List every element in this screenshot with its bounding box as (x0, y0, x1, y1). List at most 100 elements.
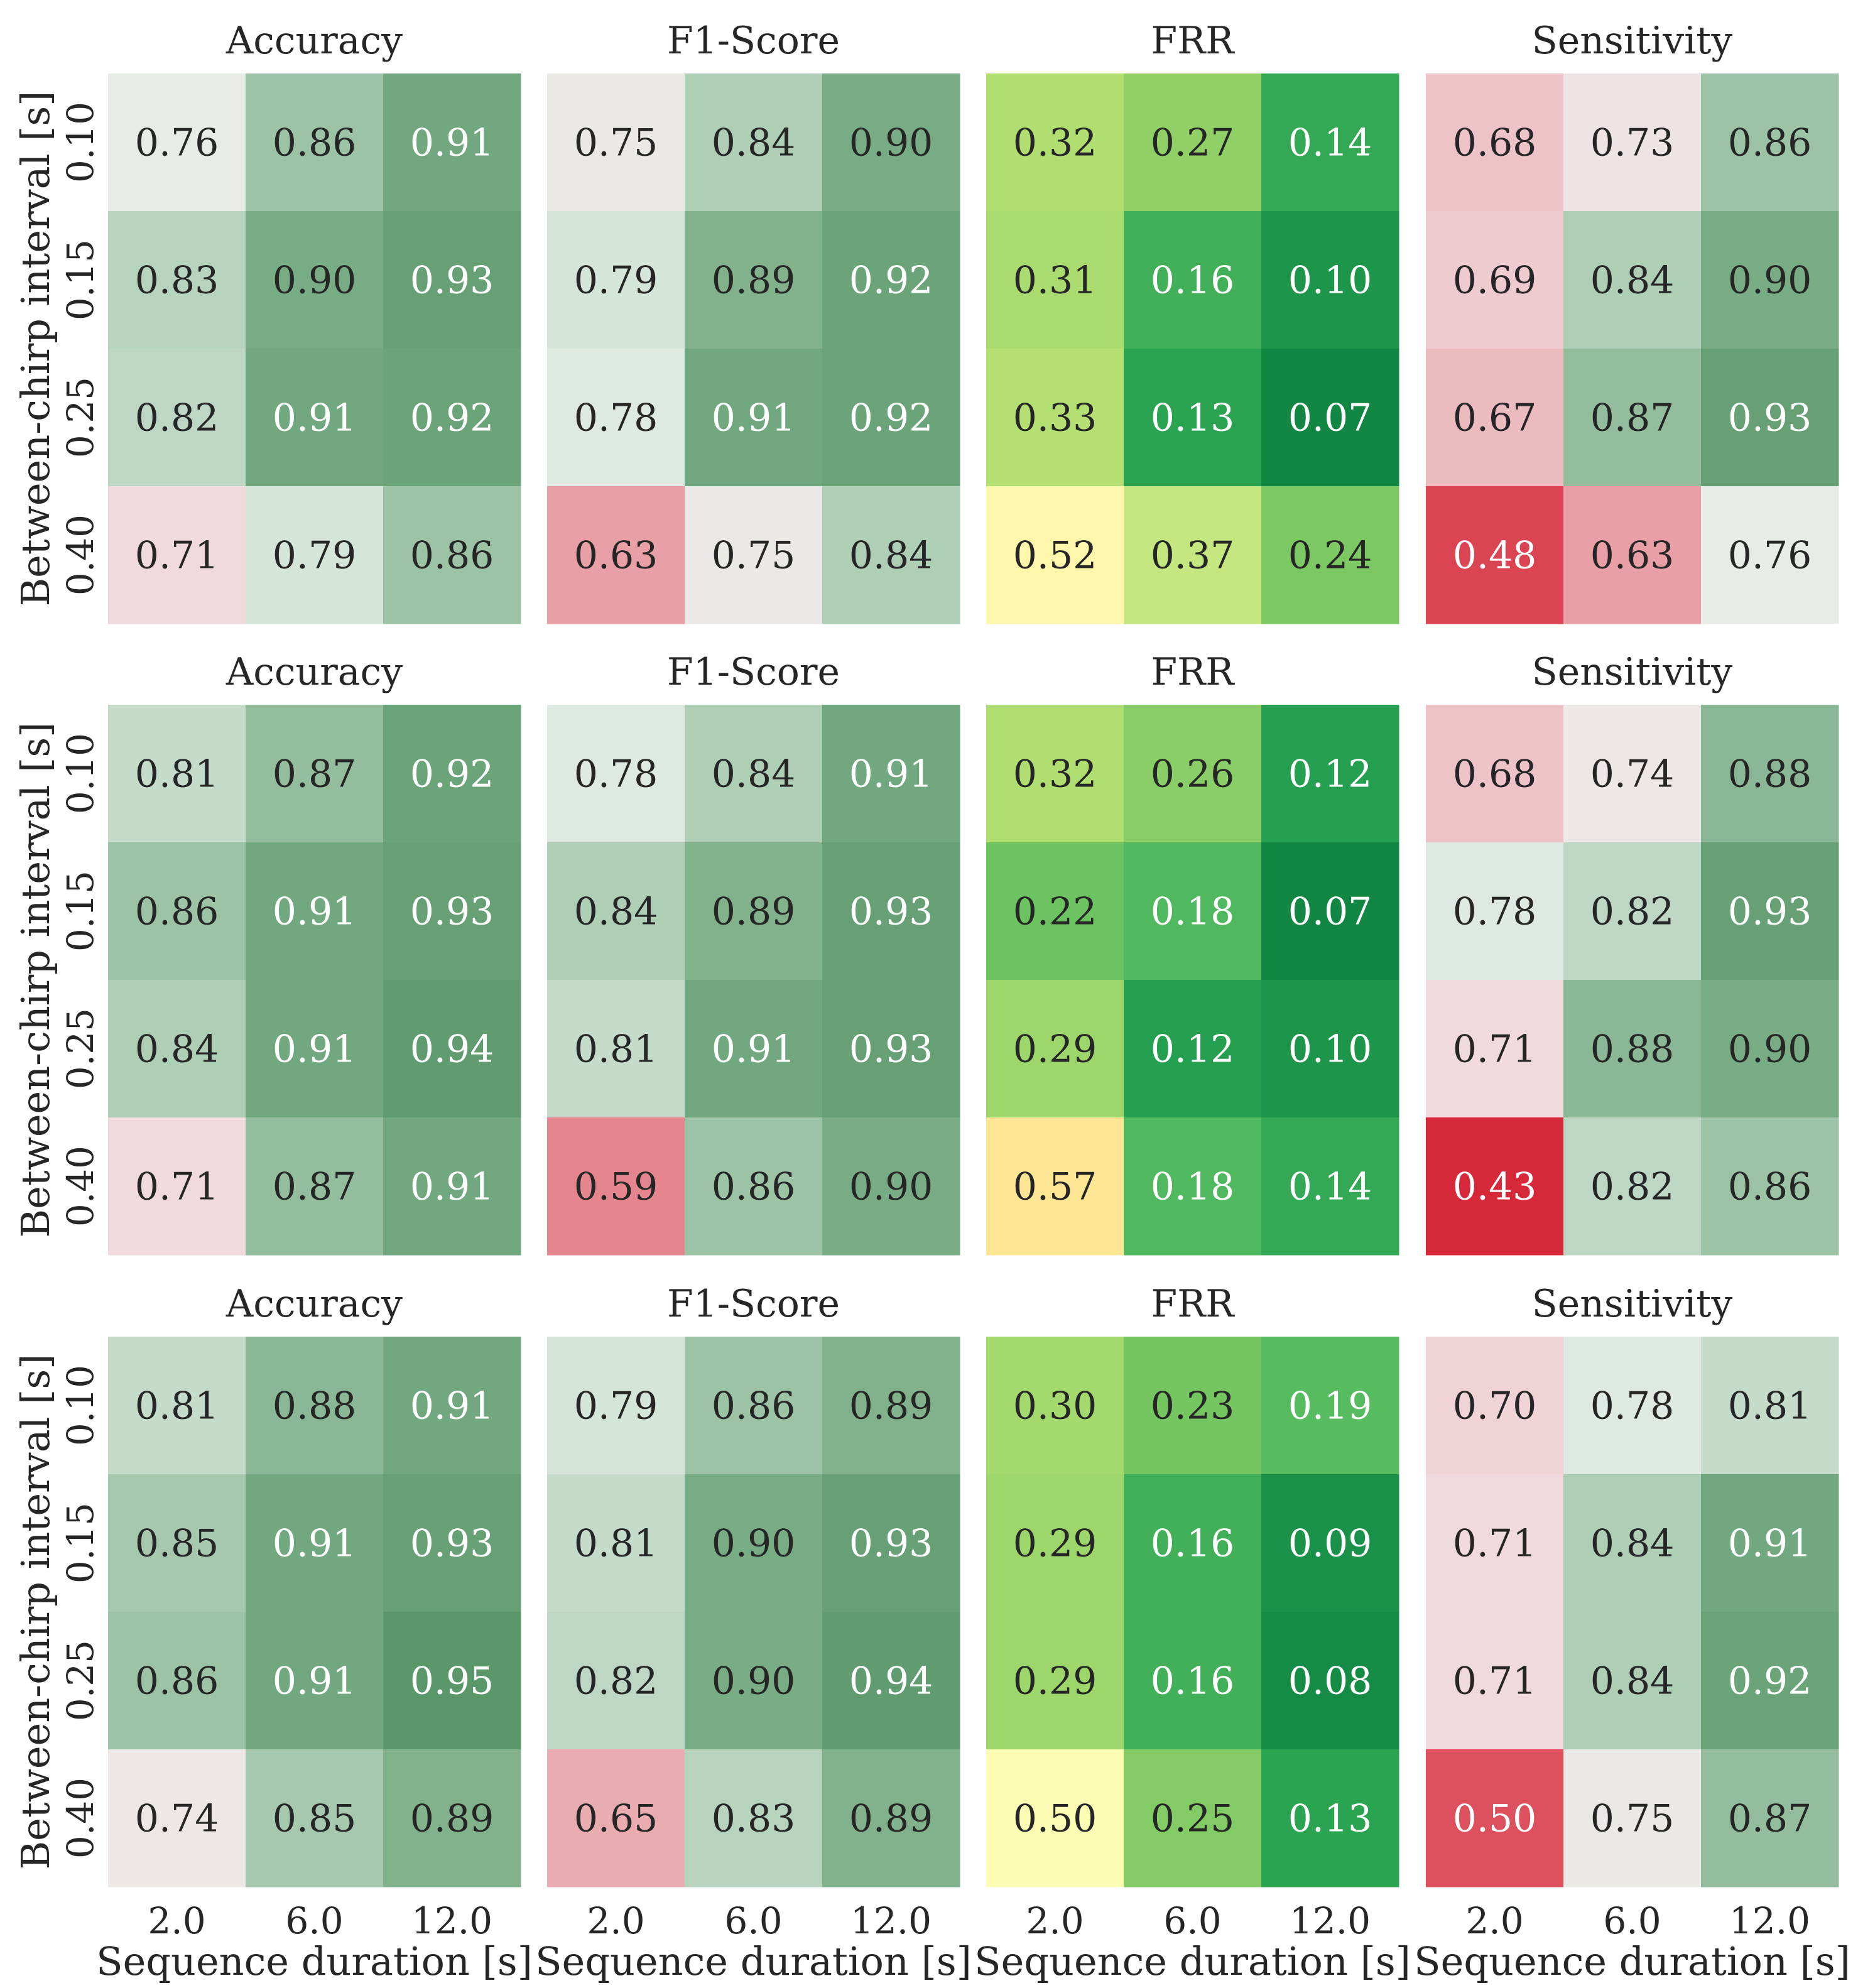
y-tick-label: 0.15 (59, 871, 102, 952)
x-tick-label: 2.0 (587, 1899, 644, 1942)
heatmap-cell (1261, 486, 1399, 624)
heatmap-cell (383, 1337, 521, 1475)
cell-value-label: 0.90 (273, 259, 357, 303)
cell-value-label: 0.31 (1013, 259, 1097, 303)
cell-value-label: 0.79 (574, 259, 658, 303)
x-tick-label: 6.0 (724, 1899, 782, 1942)
heatmap-cell (1124, 1612, 1262, 1750)
heatmap-cell (1124, 486, 1262, 624)
y-tick-label: 0.40 (59, 1778, 102, 1859)
cell-value-label: 0.78 (1453, 890, 1537, 934)
cell-value-label: 0.75 (712, 534, 796, 578)
cell-value-label: 0.82 (1590, 890, 1675, 934)
cell-value-label: 0.93 (849, 890, 933, 934)
cell-value-label: 0.93 (849, 1028, 933, 1072)
panel-title: FRR (1151, 19, 1236, 63)
heatmap-cell (1124, 980, 1262, 1118)
heatmap-row-2: Accuracy 0.81 0.87 0.92 0.86 0.91 0.93 0.84 0.91… (13, 650, 1839, 1256)
cell-value-label: 0.90 (712, 1659, 796, 1703)
cell-value-label: 0.18 (1151, 890, 1235, 934)
cell-value-label: 0.48 (1453, 534, 1537, 578)
heatmap-cell (1124, 349, 1262, 487)
heatmap-cell (1426, 1117, 1564, 1256)
cell-value-label: 0.86 (1728, 121, 1812, 165)
heatmap-cell (246, 73, 384, 212)
panel-title: FRR (1151, 650, 1236, 694)
heatmap-cell (986, 1474, 1124, 1612)
heatmap-cell (108, 1749, 246, 1888)
panel-sensitivity-row-3: Sensitivity 0.70 0.78 0.81 0.71 0.84 0.91 0.71 0… (1414, 1282, 1850, 1984)
cell-value-label: 0.76 (135, 121, 219, 165)
cell-value-label: 0.85 (273, 1797, 357, 1841)
heatmap-cell (1563, 980, 1702, 1118)
cell-value-label: 0.71 (1453, 1522, 1537, 1566)
heatmap-cell (547, 1612, 685, 1750)
heatmap-cell (1701, 980, 1839, 1118)
heatmap-cell (383, 349, 521, 487)
cell-value-label: 0.69 (1453, 259, 1537, 303)
x-tick-label: 2.0 (1465, 1899, 1523, 1942)
cell-value-label: 0.81 (574, 1522, 658, 1566)
panel-f1-score-row-3: F1-Score 0.79 0.86 0.89 0.81 0.90 0.93 0.82 0.90… (535, 1282, 972, 1984)
cell-value-label: 0.16 (1151, 259, 1235, 303)
panel-title: Sensitivity (1532, 19, 1733, 63)
y-tick-label: 0.40 (59, 514, 102, 595)
cell-value-label: 0.90 (1728, 259, 1812, 303)
heatmap-cell (383, 1612, 521, 1750)
heatmap-cell (1563, 705, 1702, 843)
cell-value-label: 0.27 (1151, 121, 1235, 165)
heatmap-cell (685, 1474, 823, 1612)
heatmap-cell (1563, 211, 1702, 349)
x-tick-label: 12.0 (411, 1899, 492, 1942)
heatmap-cell (1261, 980, 1399, 1118)
heatmap-cell (685, 211, 823, 349)
cell-value-label: 0.89 (849, 1797, 933, 1841)
cell-value-label: 0.91 (1728, 1522, 1812, 1566)
cell-value-label: 0.07 (1288, 890, 1372, 934)
y-tick-label: 0.10 (59, 733, 102, 814)
heatmap-cell (986, 1749, 1124, 1888)
heatmap-cell (1701, 211, 1839, 349)
heatmap-cell (685, 73, 823, 212)
heatmap-cell (986, 1117, 1124, 1256)
cell-value-label: 0.91 (273, 1522, 357, 1566)
cell-value-label: 0.12 (1288, 752, 1372, 796)
cell-value-label: 0.81 (1728, 1384, 1812, 1428)
cell-value-label: 0.81 (135, 1384, 219, 1428)
heatmap-cell (1563, 1612, 1702, 1750)
heatmap-cell (822, 486, 960, 624)
cell-value-label: 0.74 (135, 1797, 219, 1841)
cell-value-label: 0.92 (849, 396, 933, 440)
heatmap-cell (1426, 842, 1564, 980)
heatmap-cell (1124, 705, 1262, 843)
cell-value-label: 0.88 (1590, 1028, 1675, 1072)
cell-value-label: 0.84 (135, 1028, 219, 1072)
panel-title: Accuracy (225, 1282, 403, 1326)
cell-value-label: 0.86 (273, 121, 357, 165)
cell-value-label: 0.91 (712, 396, 796, 440)
cell-value-label: 0.29 (1013, 1028, 1097, 1072)
heatmap-cell (685, 980, 823, 1118)
heatmap-cell (246, 1474, 384, 1612)
heatmap-cell (108, 211, 246, 349)
cell-value-label: 0.19 (1288, 1384, 1372, 1428)
cell-value-label: 0.87 (273, 752, 357, 796)
heatmap-cell (108, 1612, 246, 1750)
cell-value-label: 0.63 (1590, 534, 1675, 578)
heatmap-cell (822, 349, 960, 487)
cell-value-label: 0.16 (1151, 1522, 1235, 1566)
y-tick-label: 0.15 (59, 1502, 102, 1583)
heatmap-cell (108, 1337, 246, 1475)
heatmap-cell (1563, 73, 1702, 212)
heatmap-cell (1701, 73, 1839, 212)
y-tick-label: 0.10 (59, 102, 102, 183)
cell-value-label: 0.94 (410, 1028, 494, 1072)
cell-value-label: 0.87 (273, 1165, 357, 1209)
heatmap-cell (1426, 1337, 1564, 1475)
x-tick-label: 6.0 (1163, 1899, 1221, 1942)
cell-value-label: 0.86 (1728, 1165, 1812, 1209)
panel-frr-row-3: FRR 0.30 0.23 0.19 0.29 0.16 0.09 0.29 0.16 0.08 0… (974, 1282, 1411, 1984)
heatmap-cell (1563, 1474, 1702, 1612)
panel-f1-score-row-2: F1-Score 0.78 0.84 0.91 0.84 0.89 0.93 0.81 0.91… (547, 650, 960, 1256)
